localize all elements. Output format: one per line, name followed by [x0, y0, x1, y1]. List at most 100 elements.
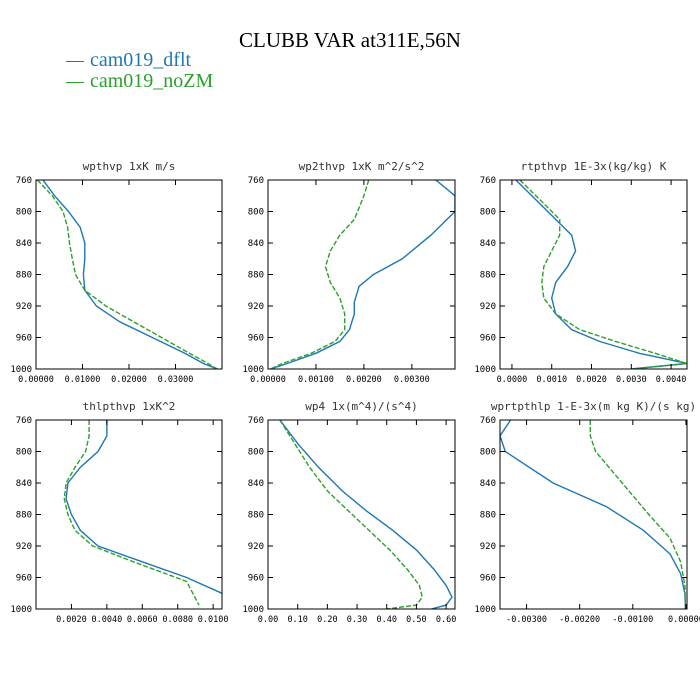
x-tick-label: 0.30	[347, 615, 367, 625]
y-tick-label: 800	[480, 208, 496, 218]
chart-panel: wp4 1x(m^4)/(s^4)76080084088092096010000…	[242, 400, 456, 625]
series-line	[63, 420, 200, 606]
y-tick-label: 800	[480, 448, 496, 458]
x-tick-label: 0.0080	[162, 615, 193, 625]
y-tick-label: 840	[248, 479, 264, 489]
y-tick-label: 800	[248, 208, 264, 218]
figure-title: CLUBB VAR at311E,56N	[239, 28, 461, 52]
y-tick-label: 920	[480, 542, 496, 552]
y-tick-label: 880	[248, 511, 264, 521]
y-tick-label: 880	[16, 271, 32, 281]
y-tick-label: 1000	[10, 605, 32, 615]
x-tick-label: -0.00300	[506, 615, 547, 625]
legend-item-nozm: cam019_noZM	[66, 70, 214, 92]
series-line	[270, 180, 455, 369]
y-tick-label: 960	[480, 334, 496, 344]
series-line	[279, 420, 424, 609]
x-tick-label: 0.01000	[65, 375, 101, 385]
series-line	[270, 180, 370, 369]
series-line	[589, 420, 687, 609]
chart-panel: rtpthvp 1E-3x(kg/kg) K 760 800 840 880 920 960…	[474, 160, 688, 385]
series-line	[279, 420, 453, 609]
x-tick-label: 0.00000	[668, 615, 700, 625]
x-tick-label: 0.40	[376, 615, 396, 625]
y-tick-label: 960	[248, 334, 264, 344]
y-tick-label: 880	[16, 511, 32, 521]
y-tick-label: 760	[16, 176, 32, 186]
series-line	[519, 180, 687, 369]
y-tick-label: 1000	[242, 365, 264, 375]
chart-title: thlpthvp 1xK^2	[83, 400, 176, 413]
chart-title: rtpthvp 1E-3x(kg/kg) K	[521, 160, 667, 173]
x-tick-label: 0.00300	[394, 375, 430, 385]
chart-panel: thlpthvp 1xK^2 760 800 840 880 920 960 1000 0.00…	[10, 400, 228, 625]
y-tick-label: 760	[248, 176, 264, 186]
y-tick-label: 1000	[474, 365, 496, 375]
y-tick-label: 960	[480, 574, 496, 584]
x-tick-label: 0.0040	[91, 615, 122, 625]
x-tick-label: 0.0060	[127, 615, 158, 625]
x-tick-label: 0.0040	[656, 375, 687, 385]
chart-panel: wpthvp 1xK m/s 760 800 840 880 920 960 10000.00…	[10, 160, 223, 385]
x-tick-label: 0.02000	[111, 375, 147, 385]
x-tick-label: 0.00100	[298, 375, 334, 385]
x-tick-label: 0.50	[406, 615, 426, 625]
x-tick-label: 0.0100	[198, 615, 229, 625]
plot-frame	[499, 419, 688, 610]
y-tick-label: 1000	[10, 365, 32, 375]
y-tick-label: 880	[480, 511, 496, 521]
y-tick-label: 920	[16, 302, 32, 312]
y-tick-label: 760	[480, 416, 496, 426]
y-tick-label: 800	[16, 448, 32, 458]
y-tick-label: 920	[16, 542, 32, 552]
legend: cam019_dflt cam019_noZM	[66, 49, 214, 92]
plot-frame	[267, 419, 456, 610]
x-tick-label: -0.00100	[612, 615, 653, 625]
y-tick-label: 880	[248, 271, 264, 281]
y-tick-label: 960	[16, 334, 32, 344]
plot-frame	[35, 179, 223, 370]
x-tick-label: 0.0000	[497, 375, 528, 385]
plot-frame	[499, 179, 688, 370]
legend-label-dflt: cam019_dflt	[90, 49, 192, 71]
x-tick-label: 0.0020	[56, 615, 87, 625]
y-tick-label: 840	[480, 479, 496, 489]
y-tick-label: 800	[16, 208, 32, 218]
y-tick-label: 960	[248, 574, 264, 584]
plot-frame	[267, 179, 456, 370]
chart-panel: wp2thvp 1xK m^2/s^2 760 800 840 880 920 960 100…	[242, 160, 456, 385]
chart-title: wpthvp 1xK m/s	[83, 160, 176, 173]
y-tick-label: 880	[480, 271, 496, 281]
legend-swatch-nozm	[66, 82, 84, 83]
y-tick-label: 840	[16, 479, 32, 489]
series-line	[36, 180, 218, 369]
y-tick-label: 840	[16, 239, 32, 249]
legend-label-nozm: cam019_noZM	[90, 70, 214, 92]
x-tick-label: 0.0020	[576, 375, 607, 385]
series-line	[500, 420, 687, 609]
x-tick-label: 0.00000	[18, 375, 54, 385]
chart-title: wp4 1x(m^4)/(s^4)	[305, 400, 418, 413]
y-tick-label: 920	[480, 302, 496, 312]
chart-title: wp2thvp 1xK m^2/s^2	[299, 160, 425, 173]
y-tick-label: 840	[248, 239, 264, 249]
x-tick-label: 0.60	[436, 615, 456, 625]
legend-item-dflt: cam019_dflt	[66, 49, 213, 71]
y-tick-label: 800	[248, 448, 264, 458]
y-tick-label: 920	[248, 542, 264, 552]
y-tick-label: 920	[248, 302, 264, 312]
x-tick-label: 0.03000	[158, 375, 194, 385]
y-tick-label: 960	[16, 574, 32, 584]
y-tick-label: 760	[16, 416, 32, 426]
legend-swatch-dflt	[66, 61, 84, 62]
x-tick-label: 0.10	[287, 615, 307, 625]
y-tick-label: 760	[248, 416, 264, 426]
x-tick-label: 0.0030	[616, 375, 647, 385]
x-tick-label: -0.00200	[559, 615, 600, 625]
x-tick-label: 0.00	[258, 615, 278, 625]
series-line	[515, 180, 687, 369]
x-tick-label: 0.00200	[346, 375, 382, 385]
series-line	[42, 180, 218, 369]
chart-panel: wprtpthlp 1-E-3x(m kg K)/(s kg) 760 800 840…	[474, 400, 700, 625]
